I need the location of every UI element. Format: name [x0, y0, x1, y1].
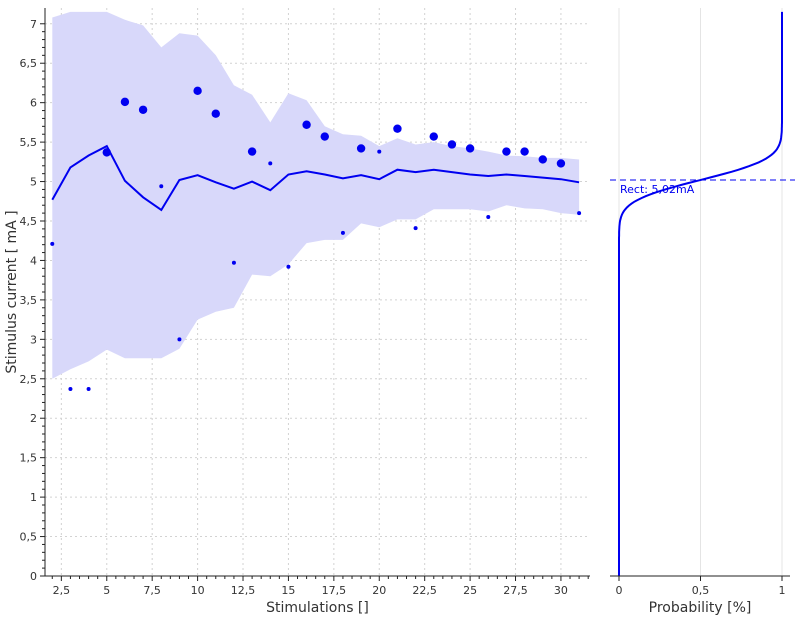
y-tick-label: 3,5 [20, 294, 38, 307]
y-tick-label: 5,5 [20, 136, 38, 149]
probability-axis-title: Probability [%] [649, 600, 752, 616]
data-point [86, 387, 91, 392]
data-point [538, 155, 547, 164]
data-point [502, 147, 511, 156]
x-tick-label: 15 [281, 584, 295, 597]
y-axis-title: Stimulus current [ mA ] [4, 210, 20, 373]
probability-tick-label: 0 [616, 584, 623, 597]
y-axis-ticks: 0 0,5 1 1,5 2 2,5 3 3,5 4 4,5 5 5,5 6 6,5 7 [20, 18, 45, 583]
probability-x-ticks: 0 0,5 1 [616, 576, 786, 597]
data-point [577, 211, 582, 216]
y-tick-label: 0 [30, 570, 37, 583]
data-point [520, 147, 529, 156]
stimulation-panel: 2,5 5 7,5 10 12,5 15 17,5 20 22,5 25 27,5 30 00,511… [4, 8, 590, 616]
data-point [413, 226, 418, 231]
data-point [159, 184, 164, 189]
data-point [102, 148, 111, 157]
stimulation-points [50, 86, 582, 392]
x-tick-label: 17,5 [322, 584, 347, 597]
data-point [231, 260, 236, 265]
data-point [320, 132, 329, 141]
data-point [268, 161, 273, 166]
x-axis-title: Stimulations [] [266, 600, 369, 616]
x-axis-ticks: 2,5 5 7,5 10 12,5 15 17,5 20 22,5 25 27,5 30 [51, 576, 589, 597]
probability-tick-label: 0,5 [692, 584, 710, 597]
data-point [556, 159, 566, 168]
y-tick-label: 7 [30, 18, 37, 31]
threshold-label: Rect: 5,02mA [620, 183, 695, 196]
y-tick-label: 1,5 [20, 452, 38, 465]
x-tick-label: 25 [463, 584, 477, 597]
data-point [138, 105, 148, 114]
y-tick-label: 6,5 [20, 57, 38, 70]
data-point [486, 215, 491, 220]
data-point [177, 337, 182, 342]
data-point [377, 149, 382, 154]
x-tick-label: 27,5 [503, 584, 528, 597]
data-point [356, 144, 366, 153]
data-point [68, 387, 73, 392]
y-tick-label: 6 [30, 97, 37, 110]
y-tick-label: 2 [30, 412, 37, 425]
y-tick-label: 3 [30, 333, 37, 346]
data-point [120, 97, 130, 107]
data-point [340, 230, 345, 235]
x-tick-label: 10 [191, 584, 205, 597]
y-tick-label: 5 [30, 176, 37, 189]
data-point [429, 132, 438, 141]
probability-gridlines [618, 8, 783, 576]
data-point [247, 147, 257, 156]
probability-tick-label: 1 [779, 584, 786, 597]
data-point [50, 241, 55, 246]
confidence-band [52, 11, 580, 379]
probability-panel: Rect: 5,02mA 0 0,5 1 Probability [%] [610, 8, 795, 616]
y-tick-label: 4 [30, 254, 37, 267]
y-tick-label: 4,5 [20, 215, 38, 228]
y-tick-label: 2,5 [20, 373, 38, 386]
x-tick-label: 7,5 [143, 584, 161, 597]
data-point [193, 86, 202, 96]
y-tick-label: 0,5 [20, 531, 38, 544]
probability-curve [618, 11, 783, 576]
data-point [302, 120, 311, 129]
data-point [393, 124, 402, 133]
y-tick-label: 1 [30, 491, 37, 504]
x-tick-label: 12,5 [231, 584, 256, 597]
data-point [286, 264, 291, 269]
data-point [211, 109, 220, 118]
threshold-estimate-line [51, 144, 580, 212]
x-tick-label: 22,5 [412, 584, 437, 597]
x-tick-label: 30 [554, 584, 568, 597]
data-point [447, 140, 457, 149]
x-tick-label: 2,5 [53, 584, 71, 597]
x-tick-label: 20 [372, 584, 386, 597]
x-tick-label: 5 [103, 584, 110, 597]
data-point [465, 144, 475, 153]
